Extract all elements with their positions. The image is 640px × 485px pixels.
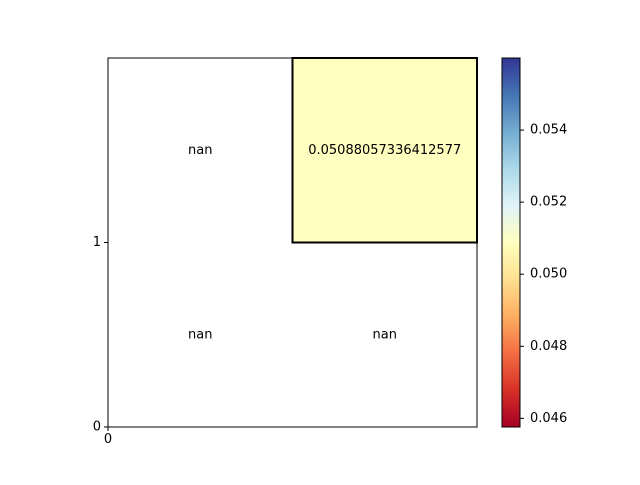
- heatmap-cell: [108, 242, 293, 427]
- colorbar-tick-label: 0.048: [530, 339, 567, 354]
- colorbar-tick-label: 0.046: [530, 411, 567, 426]
- heatmap-cell: [292, 242, 477, 427]
- highlighted-cell-border: [291, 57, 478, 244]
- highlight-layer: [291, 57, 478, 244]
- cell-value-label: 0.05088057336412577: [308, 143, 461, 158]
- cell-value-label: nan: [188, 327, 212, 342]
- heatmap-cell: [108, 58, 293, 243]
- y-axis-ticks: 01: [93, 235, 108, 435]
- colorbar-gradient: [501, 57, 521, 428]
- heatmap-cell: [292, 58, 477, 243]
- cell-labels: nan 0.05088057336412577 nan nan: [188, 143, 461, 343]
- x-axis-ticks: 0: [104, 427, 112, 447]
- colorbar-tick-label: 0.052: [530, 195, 567, 210]
- cell-value-label: nan: [188, 143, 212, 158]
- colorbar-tick-label: 0.050: [530, 267, 567, 282]
- x-tick-label: 0: [104, 432, 112, 447]
- cell-value-label: nan: [373, 327, 397, 342]
- colorbar-ticks: 0.046 0.048 0.050 0.052 0.054: [520, 123, 567, 426]
- heatmap-cells: [108, 58, 477, 427]
- y-tick-label: 0: [93, 420, 101, 435]
- colorbar-tick-label: 0.054: [530, 123, 567, 138]
- y-tick-label: 1: [93, 235, 101, 250]
- colorbar: 0.046 0.048 0.050 0.052 0.054: [501, 57, 567, 428]
